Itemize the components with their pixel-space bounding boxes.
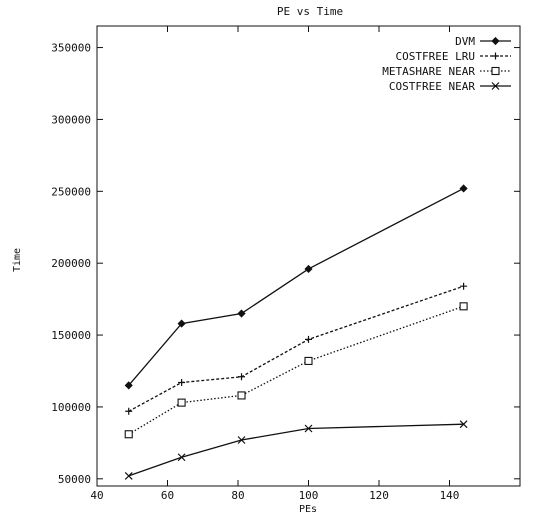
y-tick-label: 200000	[51, 257, 91, 270]
x-tick-label: 100	[299, 489, 319, 502]
data-point	[459, 302, 468, 311]
legend-marker	[491, 36, 500, 46]
legend-marker	[491, 66, 500, 76]
data-point	[237, 391, 246, 400]
plot-area-frame	[96, 25, 521, 487]
data-point	[125, 407, 133, 415]
chart-title: PE vs Time	[277, 5, 343, 18]
data-point	[304, 264, 313, 274]
x-tick-label: 40	[90, 489, 103, 502]
x-tick-label: 140	[440, 489, 460, 502]
legend-marker	[491, 82, 500, 90]
data-point	[124, 472, 133, 480]
data-point	[124, 381, 133, 390]
series-line	[128, 423, 464, 477]
data-point	[237, 309, 246, 318]
y-tick-label: 150000	[51, 329, 91, 342]
data-point	[304, 424, 313, 433]
data-point	[178, 379, 186, 386]
y-tick-label: 250000	[51, 185, 91, 198]
legend-label: METASHARE NEAR	[382, 65, 475, 78]
legend-label: DVM	[455, 35, 475, 48]
y-tick-label: 100000	[51, 401, 91, 414]
legend-entry: DVM	[455, 35, 511, 48]
data-point	[124, 430, 133, 439]
y-tick-label: 300000	[51, 113, 91, 126]
legend-entry: COSTFREE NEAR	[389, 80, 511, 93]
series-costfree-lru	[125, 282, 468, 415]
y-tick-label: 350000	[51, 42, 91, 55]
series-dvm	[124, 184, 468, 390]
series-layer	[124, 184, 468, 480]
series-metashare-near	[124, 302, 468, 439]
series-line	[128, 187, 464, 386]
x-tick-label: 120	[369, 489, 389, 502]
axes: 50000 100000 150000 200000 250000 300000 35000…	[51, 26, 520, 502]
data-point	[237, 436, 246, 444]
series-line	[128, 285, 464, 412]
data-point	[238, 373, 246, 381]
data-point	[177, 398, 186, 407]
series-line	[128, 305, 464, 435]
y-tick-label: 50000	[58, 473, 91, 486]
data-point	[177, 453, 186, 462]
legend-label: COSTFREE NEAR	[389, 80, 475, 93]
legend-entry: COSTFREE LRU	[396, 50, 511, 63]
series-costfree-near	[124, 420, 468, 480]
x-tick-label: 80	[231, 489, 244, 502]
data-point	[459, 420, 468, 429]
data-point	[459, 184, 468, 193]
legend-marker	[492, 52, 499, 60]
x-tick-label: 60	[161, 489, 174, 502]
y-axis-label: Time	[12, 248, 23, 272]
x-axis-label: PEs	[299, 504, 317, 514]
data-point	[305, 335, 312, 343]
data-point	[304, 356, 313, 365]
legend-label: COSTFREE LRU	[396, 50, 475, 63]
legend-entry: METASHARE NEAR	[382, 65, 511, 78]
legend: DVM COSTFREE LRU METASHARE NEAR COSTFREE NE…	[382, 35, 511, 93]
data-point	[460, 282, 468, 290]
data-point	[177, 319, 186, 328]
